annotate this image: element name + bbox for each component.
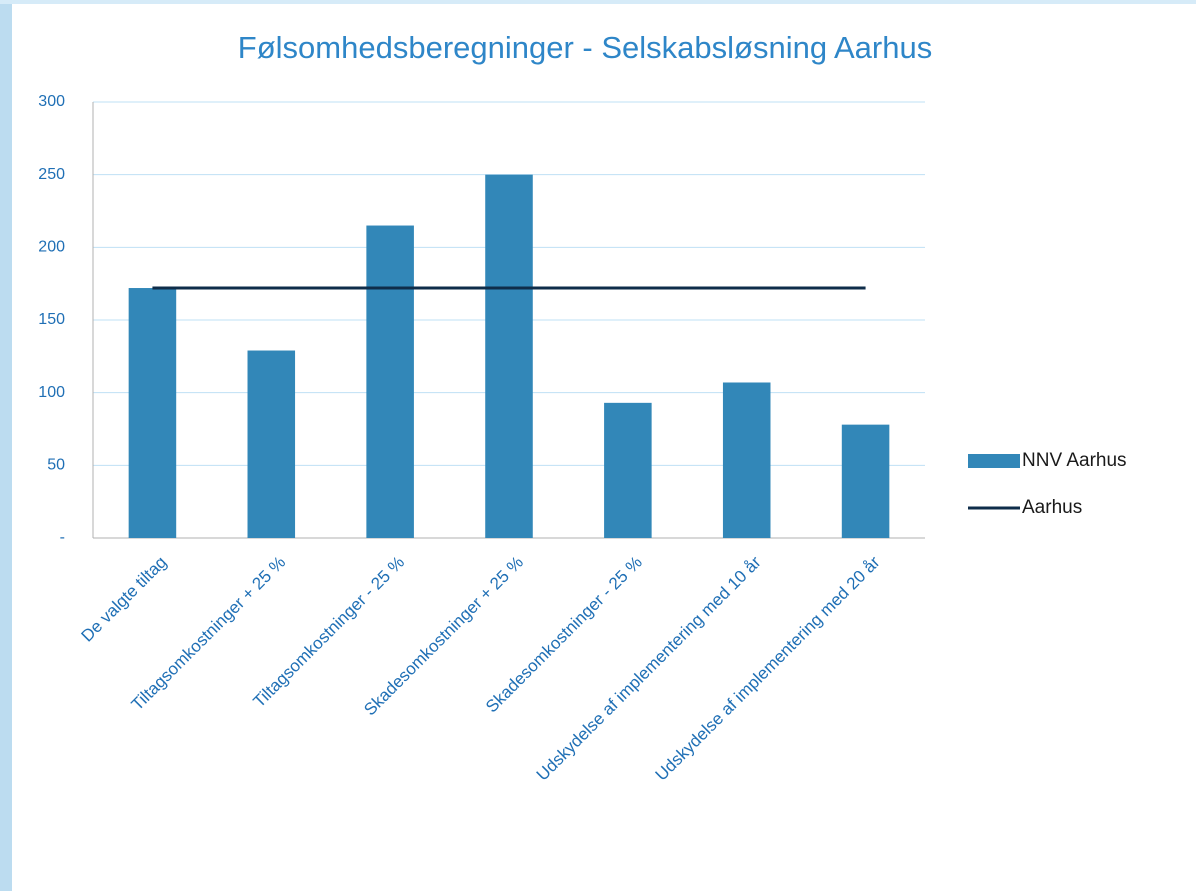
legend-label: NNV Aarhus — [1022, 450, 1127, 471]
bar — [841, 424, 890, 538]
y-tick-label: 50 — [47, 457, 65, 474]
y-tick-label: - — [60, 529, 65, 546]
bar — [128, 288, 177, 538]
chart-title: Følsomhedsberegninger - Selskabsløsning … — [238, 30, 932, 65]
y-tick-label: 150 — [38, 311, 65, 328]
legend-swatch — [968, 454, 1020, 468]
y-tick-label: 200 — [38, 239, 65, 256]
x-tick-label: Udskydelse af implementering med 10 år — [533, 552, 765, 784]
legend-label: Aarhus — [1022, 497, 1082, 518]
y-tick-label: 300 — [38, 93, 65, 110]
x-tick-label: Udskydelse af implementering med 20 år — [652, 552, 884, 784]
y-tick-label: 250 — [38, 166, 65, 183]
frame-strip — [0, 0, 12, 891]
bar — [366, 225, 414, 539]
bar — [485, 174, 533, 538]
frame-top — [0, 0, 1196, 4]
y-tick-label: 100 — [38, 384, 65, 401]
bar — [247, 350, 296, 538]
bar — [722, 382, 771, 538]
bar — [604, 402, 652, 538]
x-tick-label: De valgte tiltag — [77, 553, 170, 646]
